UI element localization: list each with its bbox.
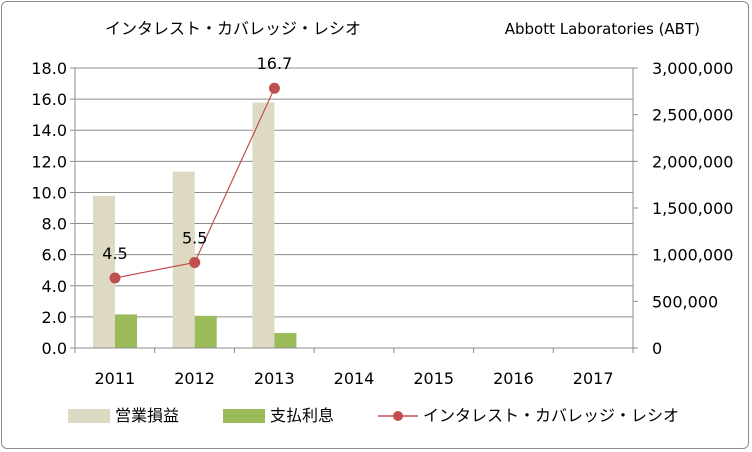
x-tick-label: 2013	[254, 369, 295, 388]
ratio-line-series: 4.5 5.5 16.7	[102, 54, 293, 284]
right-tick-label: 500,000	[652, 292, 718, 311]
legend: 営業損益 支払利息 インタレスト・カバレッジ・レシオ	[68, 406, 679, 425]
company-name: Abbott Laboratories (ABT)	[505, 20, 700, 38]
x-tick-label: 2011	[94, 369, 135, 388]
right-tick-label: 3,000,000	[652, 59, 733, 78]
chart-title: インタレスト・カバレッジ・レシオ	[105, 19, 361, 38]
right-tick-label: 1,000,000	[652, 246, 733, 265]
left-axis-ticks: 0.0 2.0 4.0 6.0 8.0 10.0 12.0 14.0 16.0 18.0	[31, 59, 67, 358]
x-tick-label: 2014	[334, 369, 375, 388]
x-axis-ticks: 2011 2012 2013 2014 2015 2016 2017	[94, 369, 613, 388]
ratio-point	[109, 272, 121, 284]
right-tick-label: 1,500,000	[652, 199, 733, 218]
ratio-data-label: 16.7	[257, 54, 293, 73]
left-tick-label: 2.0	[42, 308, 67, 327]
left-tick-label: 8.0	[42, 215, 67, 234]
left-tick-label: 10.0	[31, 183, 67, 202]
legend-marker-ratio	[393, 411, 403, 421]
bar-interest-expense	[274, 333, 297, 348]
legend-swatch-operating-income	[68, 409, 110, 423]
legend-swatch-interest-expense	[223, 409, 265, 423]
right-tick-label: 2,000,000	[652, 152, 733, 171]
ratio-data-label: 4.5	[102, 244, 127, 263]
bar-operating-income	[172, 171, 195, 348]
bar-operating-income	[93, 195, 115, 348]
left-tick-label: 14.0	[31, 121, 67, 140]
legend-label-interest-expense: 支払利息	[270, 406, 334, 425]
right-tick-label: 2,500,000	[652, 106, 733, 125]
gridlines	[75, 67, 633, 318]
bar-interest-expense	[194, 315, 217, 348]
ratio-point	[268, 82, 280, 94]
ratio-point	[189, 256, 201, 268]
legend-label-ratio: インタレスト・カバレッジ・レシオ	[423, 406, 679, 425]
left-tick-label: 4.0	[42, 277, 67, 296]
legend-label-operating-income: 営業損益	[115, 406, 179, 425]
ratio-data-label: 5.5	[182, 228, 207, 247]
bar-operating-income	[252, 102, 275, 349]
right-tick-label: 0	[652, 339, 662, 358]
bars	[93, 102, 297, 349]
bar-interest-expense	[115, 314, 137, 348]
right-axis-ticks: 0 500,000 1,000,000 1,500,000 2,000,000 2,500…	[652, 59, 733, 358]
left-tick-label: 12.0	[31, 152, 67, 171]
left-tick-label: 0.0	[42, 339, 67, 358]
left-tick-label: 18.0	[31, 59, 67, 78]
axes	[70, 67, 638, 353]
left-tick-label: 16.0	[31, 90, 67, 109]
left-tick-label: 6.0	[42, 246, 67, 265]
x-tick-label: 2012	[174, 369, 215, 388]
x-tick-label: 2016	[493, 369, 534, 388]
x-tick-label: 2015	[413, 369, 454, 388]
x-tick-label: 2017	[573, 369, 614, 388]
